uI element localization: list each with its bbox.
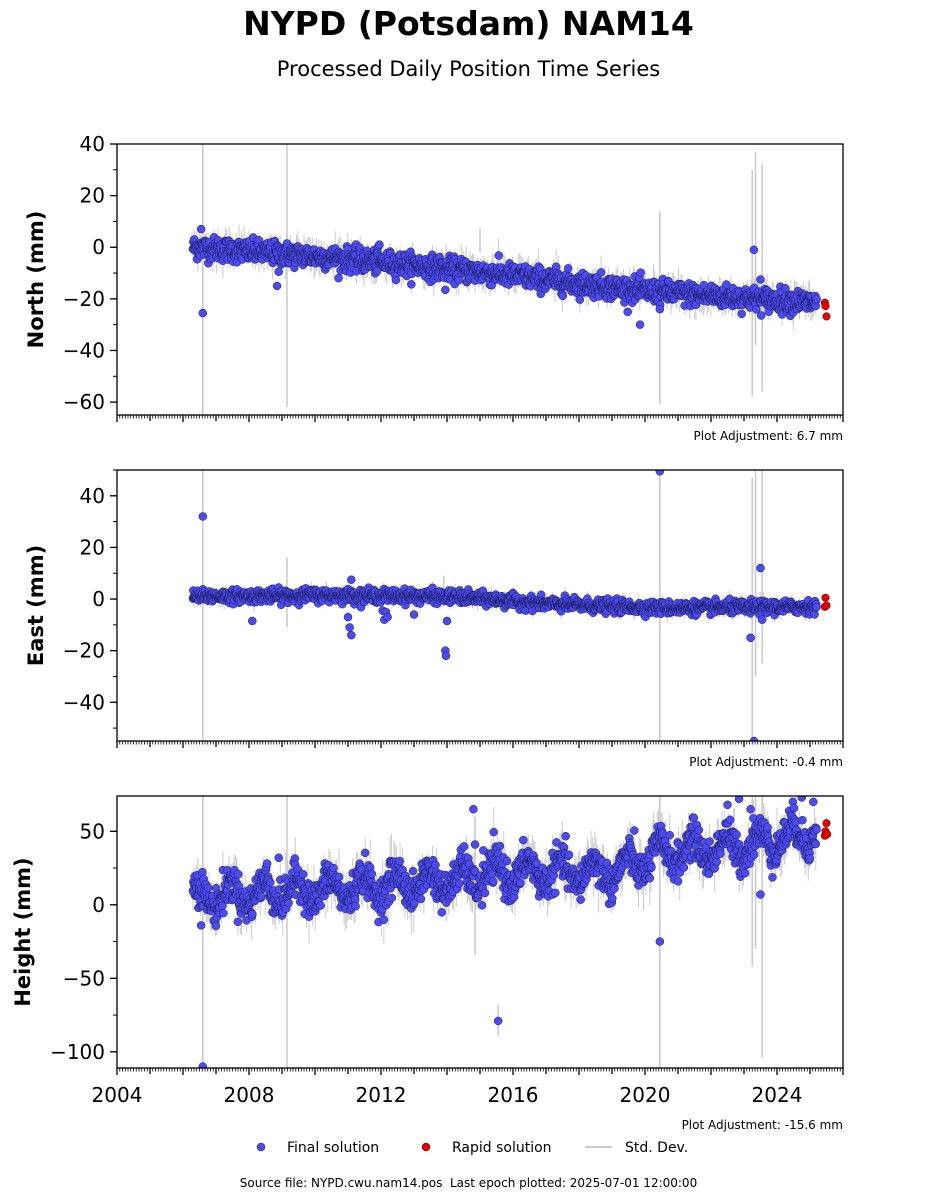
- final-solution-point: [558, 291, 568, 301]
- plot-adjustment-label: Plot Adjustment: -0.4 mm: [689, 755, 843, 769]
- final-solution-outlier: [196, 224, 206, 234]
- final-solution-point: [737, 309, 746, 319]
- final-solution-outlier: [756, 275, 765, 284]
- final-solution-point: [563, 264, 573, 273]
- y-tick-label: −40: [63, 690, 105, 714]
- final-solution-outlier: [757, 615, 767, 624]
- final-solution-point: [752, 305, 761, 314]
- page-subtitle: Processed Daily Position Time Series: [276, 57, 661, 81]
- y-tick-label: 0: [92, 235, 105, 259]
- final-solution-point: [812, 294, 821, 304]
- final-solution-point: [596, 268, 606, 277]
- final-solution-outlier: [274, 267, 283, 277]
- final-solution-outlier: [409, 610, 419, 619]
- final-solution-point: [757, 311, 766, 320]
- page-title: NYPD (Potsdam) NAM14: [243, 4, 694, 43]
- final-solution-outlier: [383, 612, 392, 622]
- final-solution-point: [636, 268, 645, 277]
- final-solution-outlier: [655, 470, 665, 476]
- final-solution-outlier: [347, 575, 356, 584]
- plot-area: [188, 470, 831, 741]
- final-solution-outlier: [375, 240, 384, 249]
- final-solution-outlier: [635, 320, 645, 329]
- rapid-solution-point: [822, 601, 831, 610]
- final-solution-outlier: [198, 308, 208, 318]
- final-solution-outlier: [756, 563, 765, 573]
- final-solution-outlier: [655, 304, 665, 314]
- final-solution-point: [407, 280, 416, 289]
- y-tick-label: −60: [63, 390, 105, 414]
- y-axis-label: North (mm): [24, 211, 48, 349]
- final-solution-point: [391, 275, 401, 285]
- final-solution-outlier: [272, 281, 282, 291]
- rapid-solution-point: [822, 312, 831, 321]
- final-solution-outlier: [442, 616, 452, 626]
- y-tick-label: −20: [63, 287, 105, 311]
- final-solution-point: [334, 273, 343, 283]
- final-solution-point: [623, 307, 632, 317]
- final-solution-outlier: [746, 633, 755, 643]
- y-tick-label: −40: [63, 338, 105, 362]
- rapid-solution-point: [821, 302, 830, 311]
- y-tick-label: 40: [80, 132, 105, 156]
- final-solution-outlier: [343, 612, 353, 622]
- final-solution-point: [454, 276, 464, 285]
- final-solution-point: [722, 280, 731, 289]
- final-solution-point: [254, 235, 263, 245]
- y-tick-label: 20: [80, 535, 105, 559]
- rapid-solution-point: [821, 593, 830, 602]
- final-solution-point: [812, 602, 821, 612]
- final-solution-outlier: [749, 245, 759, 255]
- panel-1: 40 20 0 −20 −40 East (mm) Plot Adjustment: -0.…: [24, 469, 844, 769]
- y-axis-label: East (mm): [24, 545, 48, 666]
- y-tick-label: 40: [80, 484, 105, 508]
- final-solution-outlier: [749, 736, 759, 741]
- final-solution-outlier: [345, 623, 354, 632]
- panel-0: 40 20 0 −20 −40 −60 North (mm) Plot Adjustment:…: [24, 132, 844, 443]
- final-solution-outlier: [441, 651, 451, 661]
- final-solution-outlier: [347, 630, 356, 640]
- final-solution-outlier: [198, 512, 208, 521]
- final-solution-outlier: [441, 285, 450, 295]
- final-solution-point: [575, 295, 585, 304]
- plot-adjustment-label: Plot Adjustment: 6.7 mm: [694, 429, 843, 443]
- y-tick-label: 20: [80, 184, 105, 208]
- plot-area: [188, 796, 832, 1068]
- y-tick-label: 0: [92, 587, 105, 611]
- plot-area: [188, 144, 831, 415]
- final-solution-point: [494, 251, 503, 260]
- y-tick-label: −20: [63, 639, 105, 663]
- final-solution-outlier: [248, 616, 257, 626]
